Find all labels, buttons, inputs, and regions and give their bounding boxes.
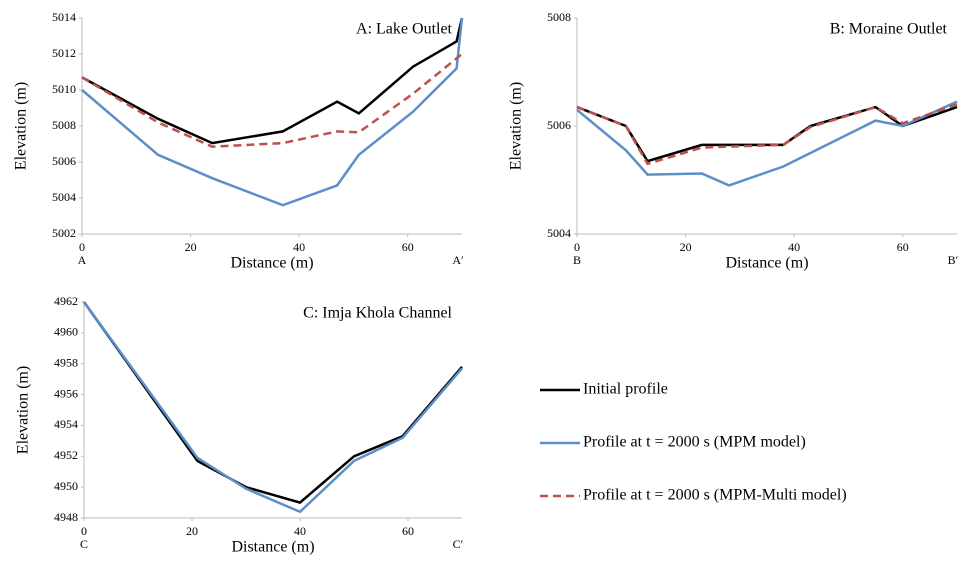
chart-title: A: Lake Outlet [356,21,453,38]
y-axis-title: Elevation (m) [508,82,525,170]
profile-line [81,17,464,145]
end-label: C′ [453,537,464,551]
end-label: C [80,537,88,551]
y-axis-title: Elevation (m) [13,82,30,170]
x-axis-title: Distance (m) [231,539,314,556]
chart-title: C: Imja Khola Channel [303,305,452,322]
y-tick-label: 5008 [52,118,76,132]
y-tick-label: 4960 [54,325,78,339]
y-axis-title: Elevation (m) [15,366,32,454]
end-label: B′ [948,253,959,267]
x-tick-label: 0 [574,240,580,254]
profile-line [81,53,463,148]
legend-label: Profile at t = 2000 s (MPM model) [583,434,806,451]
x-tick-label: 0 [79,240,85,254]
x-tick-label: 20 [185,240,197,254]
y-tick-label: 4958 [54,355,78,369]
y-tick-label: 5012 [52,46,76,60]
x-tick-label: 60 [402,524,414,538]
y-tick-label: 5008 [547,10,571,24]
x-axis-title: Distance (m) [725,255,808,272]
legend-label: Initial profile [583,381,668,398]
profile-line [81,17,464,207]
x-tick-label: 40 [293,240,305,254]
profile-line: Profile at t = 2000 s (MPM model) [576,100,958,187]
x-tick-label: 20 [680,240,692,254]
x-tick-label: 20 [186,524,198,538]
y-tick-label: 5002 [52,226,76,240]
y-tick-label: 5006 [547,118,571,132]
end-label: A′ [452,253,464,267]
x-tick-label: 40 [294,524,306,538]
y-tick-label: 4952 [54,448,78,462]
y-tick-label: 5010 [52,82,76,96]
profile-line: Initial profile [82,301,463,504]
y-tick-label: 5006 [52,154,76,168]
x-axis-title: Distance (m) [230,255,313,272]
legend-label: Profile at t = 2000 s (MPM-Multi model) [583,487,847,504]
profile-line: Initial profile [576,105,958,163]
chart-title: B: Moraine Outlet [830,21,948,38]
y-tick-label: 5014 [52,10,76,24]
end-label: B [573,253,581,267]
profile-line: Profile at t = 2000 s (MPM-Multi model) [576,103,958,166]
profile-line: Profile at t = 2000 s (MPM model) [82,301,463,514]
x-tick-label: 60 [402,240,414,254]
y-tick-label: 4954 [54,417,78,431]
y-tick-label: 5004 [547,226,571,240]
end-label: A [78,253,87,267]
x-tick-label: 0 [81,524,87,538]
y-tick-label: 5004 [52,190,76,204]
y-tick-label: 4962 [54,294,78,308]
y-tick-label: 4956 [54,386,78,400]
x-tick-label: 40 [788,240,800,254]
y-tick-label: 4950 [54,479,78,493]
x-tick-label: 60 [897,240,909,254]
y-tick-label: 4948 [54,510,78,524]
